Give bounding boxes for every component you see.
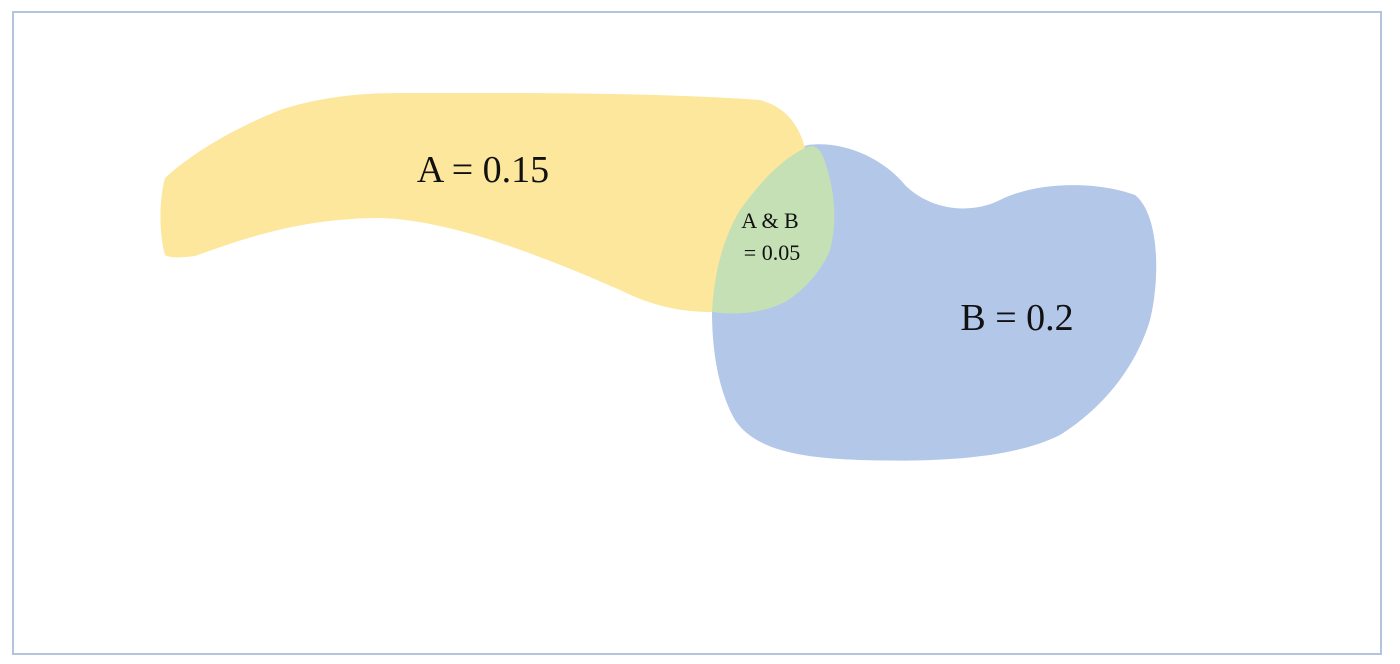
label-overlap-line1: A & B bbox=[741, 208, 798, 233]
region-a bbox=[160, 92, 805, 313]
label-overlap-line2: = 0.05 bbox=[744, 240, 800, 265]
label-a: A = 0.15 bbox=[417, 149, 549, 191]
label-b: B = 0.2 bbox=[960, 297, 1073, 339]
region-overlap bbox=[712, 145, 835, 314]
